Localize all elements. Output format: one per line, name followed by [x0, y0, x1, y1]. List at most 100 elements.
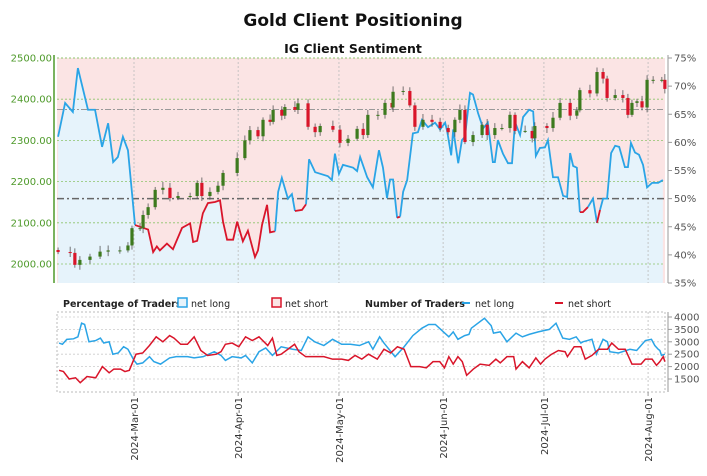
- legend-pct-short: net short: [285, 299, 328, 310]
- candle-up: [126, 245, 130, 251]
- net-short-percent-line: [579, 206, 589, 214]
- candle-down: [331, 125, 335, 130]
- count-tick-label: 2000: [674, 362, 699, 373]
- legend: Percentage of Traders net long net short…: [63, 297, 611, 310]
- candle-up: [421, 119, 425, 127]
- net-long-percent-line: [599, 139, 664, 211]
- candle-up: [146, 207, 150, 215]
- net-long-percent-line: [587, 196, 598, 223]
- candle-up: [635, 101, 639, 103]
- net-long-percent-line: [399, 91, 581, 217]
- left-tick-label: 2000.00: [11, 260, 52, 271]
- right-tick-label: 45%: [674, 222, 696, 233]
- candle-down: [413, 105, 417, 127]
- legend-num-long: net long: [475, 299, 514, 310]
- candle-down: [588, 90, 592, 94]
- legend-num-short: net short: [568, 299, 611, 310]
- candle-down: [430, 119, 434, 122]
- candle-up: [138, 228, 142, 230]
- candle-down: [605, 78, 609, 98]
- candle-down: [663, 79, 667, 89]
- candle-up: [221, 172, 225, 186]
- date-tick-label: 2024-Aug-01: [644, 397, 655, 462]
- date-tick-label: 2024-Apr-01: [234, 397, 245, 459]
- chart-title: Gold Client Positioning: [243, 11, 462, 31]
- left-tick-label: 2200.00: [11, 177, 52, 188]
- candle-up: [575, 110, 579, 116]
- right-tick-label: 75%: [674, 54, 696, 65]
- candle-down: [256, 130, 260, 137]
- candle-down: [640, 101, 644, 108]
- sentiment-panel: 2500.00 2400.00 2300.00 2200.00 2100.00 2000.…: [11, 54, 697, 290]
- candle-up: [130, 228, 134, 246]
- candle-up: [318, 125, 322, 133]
- left-tick-label: 2300.00: [11, 136, 52, 147]
- candle-up: [283, 107, 287, 116]
- legend-pct-long-swatch: [177, 297, 188, 308]
- candle-up: [471, 135, 475, 143]
- candle-down: [530, 130, 534, 139]
- date-tick-label: 2024-May-01: [335, 397, 346, 463]
- legend-pct-long: net long: [191, 299, 230, 310]
- candle-up: [88, 256, 92, 260]
- candle-up: [141, 214, 145, 229]
- candle-up: [366, 114, 370, 136]
- candle-up: [195, 182, 199, 197]
- net-short-percent-line: [294, 203, 307, 212]
- net-long-count-line: [58, 317, 666, 365]
- candle-up: [630, 102, 634, 115]
- candle-up: [613, 95, 617, 98]
- candle-down: [545, 125, 549, 129]
- count-tick-label: 4000: [674, 313, 699, 324]
- candle-up: [235, 158, 239, 173]
- right-tick-label: 60%: [674, 138, 696, 149]
- net-long-percent-line: [57, 67, 136, 226]
- candle-down: [306, 103, 310, 127]
- candle-up: [533, 125, 537, 139]
- date-tick-label: 2024-Jul-01: [540, 397, 551, 455]
- candle-up: [401, 90, 405, 92]
- net-short-percent-line: [596, 209, 601, 224]
- candle-down: [408, 90, 412, 106]
- candle-down: [280, 109, 284, 116]
- candle-up: [595, 72, 599, 94]
- lower-plot-border: [56, 311, 666, 393]
- chart-subtitle: IG Client Sentiment: [284, 41, 422, 56]
- candle-up: [346, 138, 350, 143]
- candle-up: [296, 103, 300, 110]
- candle-down: [293, 107, 297, 110]
- candle-up: [578, 90, 582, 111]
- right-tick-label: 70%: [674, 82, 696, 93]
- left-tick-label: 2100.00: [11, 218, 52, 229]
- date-tick-label: 2024-Mar-01: [130, 397, 141, 461]
- count-tick-label: 3000: [674, 337, 699, 348]
- candle-down: [361, 128, 365, 136]
- candle-down: [568, 102, 572, 116]
- date-tick-label: 2024-Jun-01: [439, 397, 450, 459]
- left-tick-label: 2500.00: [11, 54, 52, 65]
- count-tick-label: 3500: [674, 325, 699, 336]
- candle-up: [551, 117, 555, 129]
- legend-num-title: Number of Traders: [365, 299, 465, 310]
- candle-up: [161, 187, 165, 190]
- right-tick-label: 55%: [674, 166, 696, 177]
- candle-up: [645, 79, 649, 108]
- candle-up: [660, 79, 664, 81]
- candle-down: [513, 114, 517, 131]
- candle-up: [523, 130, 527, 132]
- candle-up: [243, 140, 247, 159]
- candle-up: [355, 128, 359, 139]
- count-tick-label: 2500: [674, 350, 699, 361]
- candle-down: [200, 182, 204, 197]
- candle-up: [480, 124, 484, 136]
- candle-down: [485, 124, 489, 136]
- candle-up: [508, 114, 512, 129]
- candle-up: [216, 185, 220, 192]
- candle-down: [446, 128, 450, 133]
- legend-pct-short-swatch: [271, 297, 282, 308]
- net-short-count-line: [58, 334, 666, 384]
- candle-up: [78, 259, 82, 265]
- candle-down: [621, 95, 625, 98]
